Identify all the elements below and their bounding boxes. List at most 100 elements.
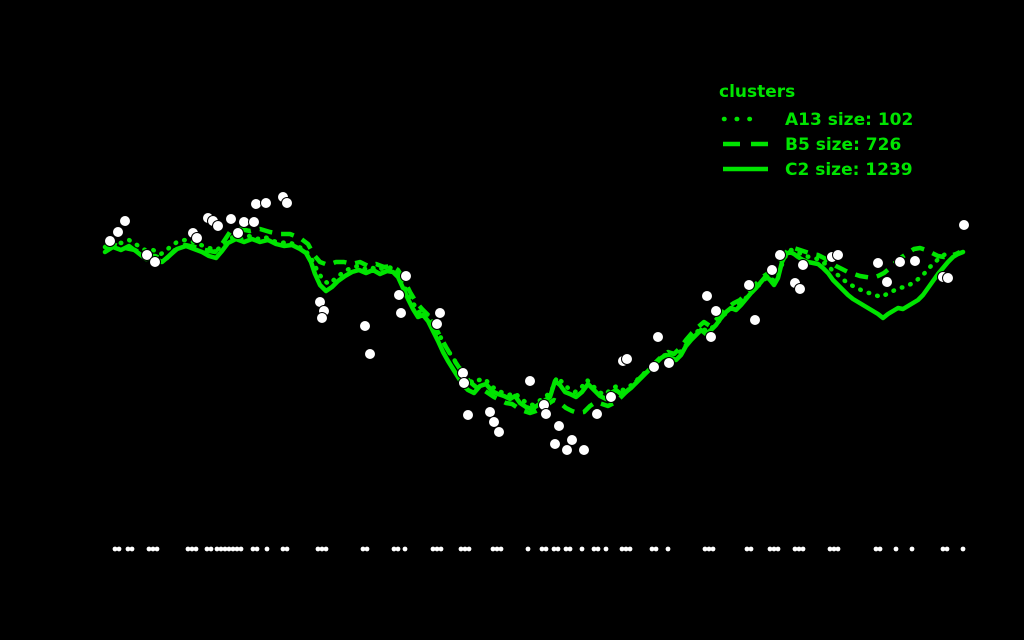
data-point (663, 357, 675, 369)
rug-mark (230, 546, 236, 552)
rug-mark (226, 546, 232, 552)
data-point (701, 290, 713, 302)
data-point (112, 226, 124, 238)
rug-mark (222, 546, 228, 552)
rug-mark (319, 546, 325, 552)
data-point (710, 305, 722, 317)
rug-mark (284, 546, 290, 552)
data-point (434, 307, 446, 319)
data-point (458, 377, 470, 389)
rug-mark (665, 546, 671, 552)
data-point (881, 276, 893, 288)
rug-mark (702, 546, 708, 552)
data-point (316, 312, 328, 324)
data-point (553, 420, 565, 432)
data-point (260, 197, 272, 209)
legend-item-b5: B5 size: 726 (723, 135, 901, 155)
rug-mark (796, 546, 802, 552)
data-point (141, 249, 153, 261)
rug-mark (498, 546, 504, 552)
rug-mark (563, 546, 569, 552)
data-point (591, 408, 603, 420)
rug-mark (653, 546, 659, 552)
data-point (794, 283, 806, 295)
data-point (393, 289, 405, 301)
data-point (894, 256, 906, 268)
rug-mark (323, 546, 329, 552)
rug-mark (944, 546, 950, 552)
rug-mark (909, 546, 915, 552)
rug-mark (877, 546, 883, 552)
rug-mark (280, 546, 286, 552)
data-point (749, 314, 761, 326)
rug-mark (458, 546, 464, 552)
data-point (457, 367, 469, 379)
data-point (605, 391, 617, 403)
data-point (832, 249, 844, 261)
rug-mark (364, 546, 370, 552)
rug-mark (960, 546, 966, 552)
scatter-points-layer (104, 191, 970, 456)
rug-mark (591, 546, 597, 552)
rug-mark (623, 546, 629, 552)
rug-mark (129, 546, 135, 552)
legend-item-b5-label: B5 size: 726 (785, 135, 901, 155)
data-point (705, 331, 717, 343)
data-point (872, 257, 884, 269)
rug-mark (264, 546, 270, 552)
data-point (400, 270, 412, 282)
data-point (364, 348, 376, 360)
rug-mark (940, 546, 946, 552)
rug-mark (710, 546, 716, 552)
legend-title: clusters (719, 82, 795, 102)
rug-mark (208, 546, 214, 552)
rug-mark (250, 546, 256, 552)
data-point (524, 375, 536, 387)
data-point (774, 249, 786, 261)
rug-mark (775, 546, 781, 552)
rug-mark (603, 546, 609, 552)
data-point (232, 227, 244, 239)
legend-item-c2-label: C2 size: 1239 (785, 160, 913, 180)
rug-mark (234, 546, 240, 552)
rug-mark (360, 546, 366, 552)
cluster-line-c2 (102, 236, 966, 412)
data-point (566, 434, 578, 446)
data-point (493, 426, 505, 438)
rug-mark (125, 546, 131, 552)
rug-mark (238, 546, 244, 552)
rug-mark (627, 546, 633, 552)
rug-mark (579, 546, 585, 552)
rug-mark (204, 546, 210, 552)
rug-mark (792, 546, 798, 552)
rug-mark (438, 546, 444, 552)
rug-mark (494, 546, 500, 552)
legend-item-a13-label: A13 size: 102 (785, 110, 913, 130)
legend: clusters A13 size: 102 B5 size: 726 C2 s… (719, 82, 913, 180)
rug-mark (748, 546, 754, 552)
rug-mark (150, 546, 156, 552)
rug-mark (116, 546, 122, 552)
rug-mark (185, 546, 191, 552)
rug-mark (831, 546, 837, 552)
data-point (797, 259, 809, 271)
data-point (549, 438, 561, 450)
rug-marks-layer (112, 546, 966, 552)
rug-mark (827, 546, 833, 552)
rug-mark (112, 546, 118, 552)
data-point (540, 408, 552, 420)
rug-mark (771, 546, 777, 552)
data-point (281, 197, 293, 209)
rug-mark (706, 546, 712, 552)
data-point (225, 213, 237, 225)
rug-mark (893, 546, 899, 552)
rug-mark (214, 546, 220, 552)
data-point (561, 444, 573, 456)
rug-mark (391, 546, 397, 552)
rug-mark (218, 546, 224, 552)
rug-mark (189, 546, 195, 552)
data-point (942, 272, 954, 284)
data-point (104, 235, 116, 247)
